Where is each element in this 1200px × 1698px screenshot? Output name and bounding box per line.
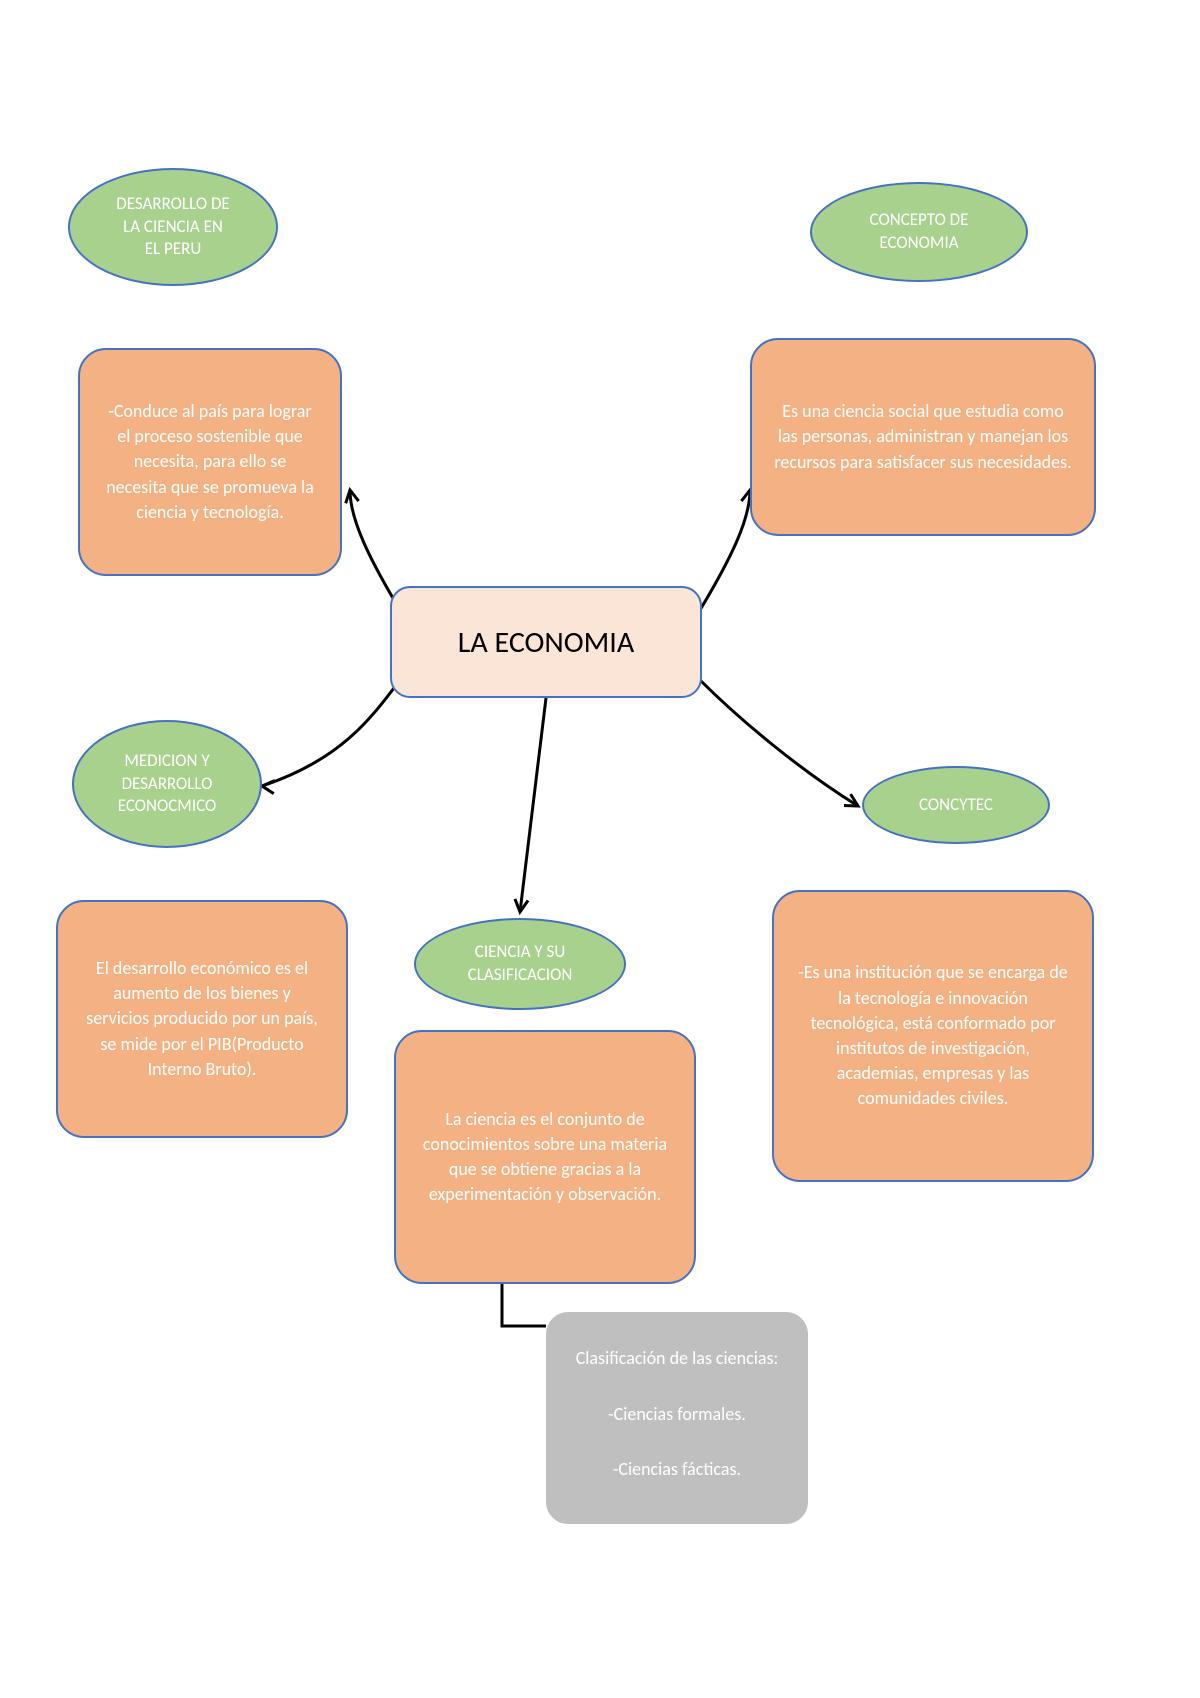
ellipse-concepto-economia: CONCEPTO DE ECONOMIA xyxy=(810,182,1028,282)
box-concepto-economia: Es una ciencia social que estudia como l… xyxy=(750,338,1096,536)
ellipse-concytec: CONCYTEC xyxy=(862,766,1050,844)
ellipse-ciencia-clasificacion: CIENCIA Y SU CLASIFICACION xyxy=(414,918,626,1010)
box-medicion-desarrollo: El desarrollo económico es el aumento de… xyxy=(56,900,348,1138)
arrow-path xyxy=(262,680,400,786)
box-ciencia-clasificacion: La ciencia es el conjunto de conocimient… xyxy=(394,1030,696,1284)
arrow-path xyxy=(350,490,400,610)
ellipse-medicion-desarrollo: MEDICION Y DESARROLLO ECONOCMICO xyxy=(72,720,262,848)
gray-box-title: Clasificación de las ciencias: xyxy=(576,1346,779,1371)
arrow-path xyxy=(700,680,858,806)
gray-box-item: -Ciencias fácticas. xyxy=(613,1457,741,1482)
box-desarrollo-ciencia-peru: -Conduce al país para lograr el proceso … xyxy=(78,348,342,576)
center-node: LA ECONOMIA xyxy=(390,586,702,698)
arrow-path xyxy=(700,490,750,610)
box-concytec: -Es una institución que se encarga de la… xyxy=(772,890,1094,1182)
gray-box-item: -Ciencias formales. xyxy=(608,1402,746,1427)
connector-line xyxy=(502,1284,546,1326)
gray-classification-box: Clasificación de las ciencias: -Ciencias … xyxy=(546,1312,808,1524)
ellipse-desarrollo-ciencia-peru: DESARROLLO DE LA CIENCIA EN EL PERU xyxy=(68,168,278,286)
arrow-path xyxy=(520,698,546,912)
